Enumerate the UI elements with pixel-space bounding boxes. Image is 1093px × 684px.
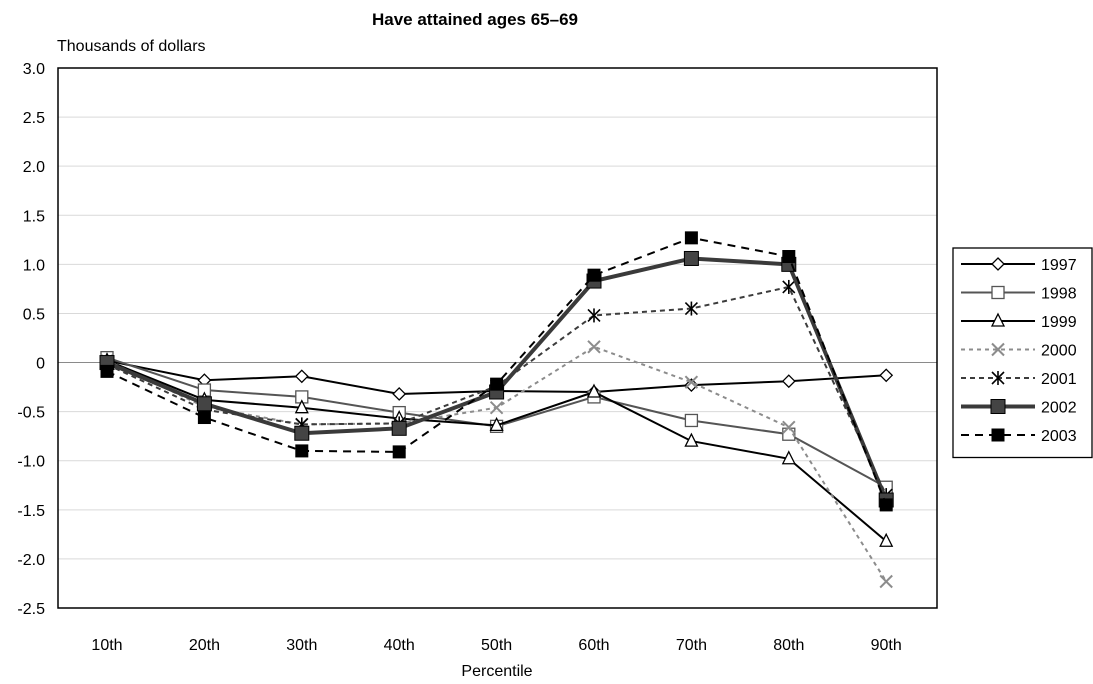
data-point (879, 532, 894, 547)
data-point (991, 428, 1005, 442)
y-axis-label: Thousands of dollars (57, 38, 206, 55)
legend-label: 2001 (1041, 371, 1077, 388)
data-point (197, 411, 211, 425)
legend-label: 2003 (1041, 428, 1077, 445)
data-point (684, 231, 698, 245)
data-point (990, 399, 1006, 414)
legend: 1997 1998 1999 2000 2001 2002 2003 (952, 247, 1093, 459)
data-point (489, 416, 504, 432)
data-point (990, 312, 1006, 327)
y-tick-label: 0 (36, 356, 45, 373)
y-tick-label: 0.5 (23, 306, 45, 323)
plot-area (57, 67, 938, 609)
series-line (106, 236, 888, 506)
legend-label: 1999 (1041, 314, 1077, 331)
legend-item-1999: 1999 (961, 312, 1077, 331)
x-tick-label: 30th (286, 637, 317, 654)
data-point (781, 374, 796, 389)
y-tick-label: 1.0 (23, 257, 45, 274)
x-tick-label: 20th (189, 637, 220, 654)
x-tick-label: 60th (578, 637, 609, 654)
legend-item-2001: 2001 (961, 371, 1077, 388)
data-point (294, 369, 309, 384)
x-tick-label: 40th (384, 637, 415, 654)
series-2003 (100, 231, 893, 512)
x-tick-label: 90th (871, 637, 902, 654)
data-point (781, 450, 796, 465)
x-axis-label: Percentile (461, 663, 532, 680)
data-point (684, 413, 699, 428)
data-point (489, 401, 504, 415)
data-point (392, 387, 407, 401)
data-point (100, 364, 114, 378)
data-point (294, 399, 309, 414)
y-tick-label: -2.0 (17, 552, 45, 569)
legend-label: 1997 (1041, 257, 1077, 274)
legend-item-1997: 1997 (961, 257, 1077, 274)
y-tick-label: -0.5 (17, 405, 45, 422)
legend-item-1998: 1998 (961, 286, 1077, 303)
data-point (294, 425, 310, 441)
legend-label: 2000 (1041, 343, 1077, 360)
data-point (683, 250, 699, 266)
y-axis-ticks: 3.0 2.5 2.0 1.5 1.0 0.5 0 -0.5 -1.0 -1.5 -2.0 -2.5 (17, 61, 45, 618)
data-point (196, 396, 212, 412)
data-point (490, 377, 504, 391)
y-tick-label: 2.5 (23, 110, 45, 127)
series-2002 (99, 250, 894, 508)
data-point (587, 308, 601, 323)
chart-title: Have attained ages 65–69 (372, 10, 578, 29)
data-point (586, 383, 602, 398)
data-point (991, 285, 1005, 300)
data-point (879, 498, 893, 512)
legend-label: 2002 (1041, 400, 1077, 417)
data-point (684, 432, 699, 447)
data-point (391, 420, 407, 436)
data-point (392, 445, 406, 459)
data-point (782, 420, 796, 435)
legend-item-2003: 2003 (961, 428, 1077, 445)
data-point (587, 340, 601, 354)
y-tick-label: 2.0 (23, 159, 45, 176)
y-tick-label: -2.5 (17, 601, 45, 618)
x-tick-label: 50th (481, 637, 512, 654)
data-point (684, 301, 698, 316)
legend-label: 1998 (1041, 286, 1077, 303)
data-point (684, 375, 699, 389)
data-point (991, 342, 1005, 357)
data-point (879, 574, 893, 589)
legend-box (952, 247, 1093, 459)
data-point (991, 371, 1005, 385)
y-tick-label: 3.0 (23, 61, 45, 78)
x-tick-label: 10th (91, 637, 122, 654)
y-tick-label: 1.5 (23, 208, 45, 225)
y-tick-label: -1.0 (17, 454, 45, 471)
data-point (587, 268, 601, 282)
data-point (782, 279, 796, 294)
data-point (782, 250, 796, 264)
y-tick-label: -1.5 (17, 503, 45, 520)
legend-item-2000: 2000 (961, 343, 1077, 360)
x-axis-ticks: 10th 20th 30th 40th 50th 60th 70th 80th 90th (91, 637, 901, 654)
x-tick-label: 80th (773, 637, 804, 654)
x-tick-label: 70th (676, 637, 707, 654)
data-point (879, 368, 894, 383)
data-point (295, 444, 309, 458)
legend-item-2002: 2002 (961, 399, 1077, 417)
series-group (99, 231, 894, 589)
gridlines (58, 116, 937, 560)
data-point (991, 257, 1005, 271)
